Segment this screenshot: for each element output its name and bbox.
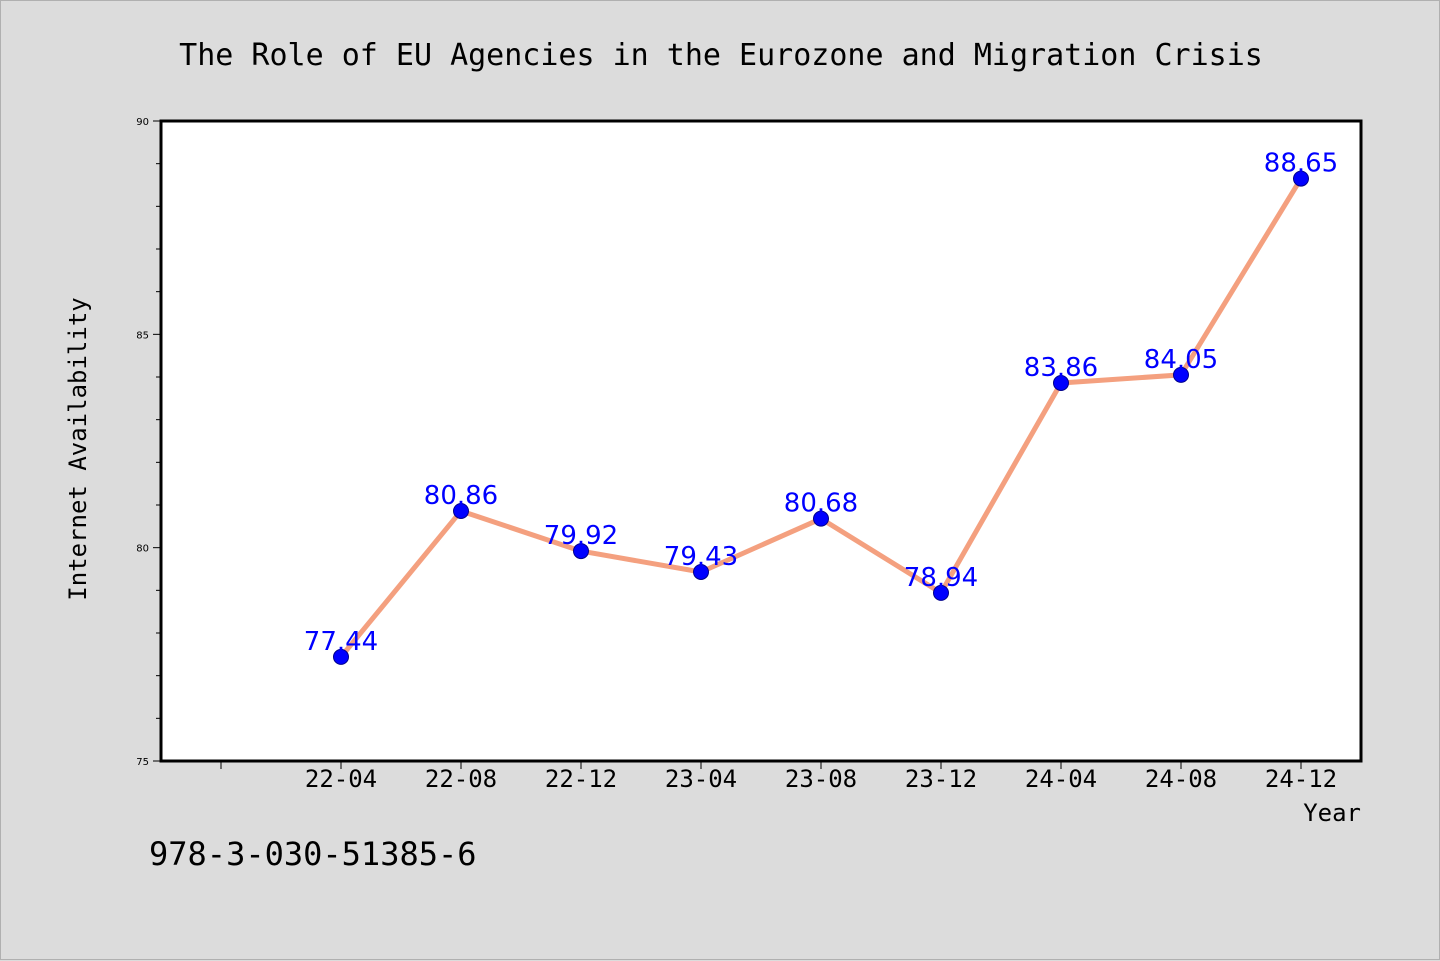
x-tick-label: 24-04 bbox=[1025, 765, 1097, 793]
y-axis-ticks: 75 80 85 90 bbox=[136, 117, 161, 768]
data-labels: 77.44 80.86 79.92 79.43 80.68 78.94 83.86 84.05… bbox=[304, 149, 1338, 657]
x-tick-label: 23-04 bbox=[665, 765, 737, 793]
data-point bbox=[573, 543, 589, 560]
data-point bbox=[693, 563, 709, 580]
x-tick-label: 22-12 bbox=[545, 765, 617, 793]
footnote-isbn: 978-3-030-51385-6 bbox=[149, 835, 477, 873]
data-point bbox=[453, 502, 469, 519]
data-label: 83.86 bbox=[1024, 353, 1098, 383]
data-label: 80.86 bbox=[424, 481, 498, 511]
x-axis-label: Year bbox=[1303, 799, 1361, 827]
data-point bbox=[1293, 170, 1309, 187]
chart-title: The Role of EU Agencies in the Eurozone … bbox=[179, 38, 1263, 73]
y-tick-label: 90 bbox=[136, 117, 149, 128]
data-label: 84.05 bbox=[1144, 345, 1218, 375]
y-tick-label: 80 bbox=[136, 544, 149, 555]
y-axis-label: Internet Availability bbox=[64, 297, 92, 600]
x-tick-label: 24-12 bbox=[1265, 765, 1337, 793]
x-tick-label: 22-08 bbox=[425, 765, 497, 793]
x-tick-label: 22-04 bbox=[305, 765, 377, 793]
data-point bbox=[1053, 374, 1069, 391]
data-label: 79.92 bbox=[544, 521, 618, 551]
data-point bbox=[333, 648, 349, 665]
data-label: 79.43 bbox=[664, 542, 738, 572]
data-point bbox=[1173, 366, 1189, 383]
y-tick-label: 75 bbox=[136, 757, 149, 768]
data-label: 80.68 bbox=[784, 489, 858, 519]
x-tick-label: 23-08 bbox=[785, 765, 857, 793]
x-tick-label: 24-08 bbox=[1145, 765, 1217, 793]
data-label: 77.44 bbox=[304, 627, 378, 657]
plot-area bbox=[159, 119, 1363, 763]
y-tick-label: 85 bbox=[136, 330, 149, 341]
data-point bbox=[813, 510, 829, 527]
series-markers bbox=[333, 170, 1309, 665]
x-tick-label: 23-12 bbox=[905, 765, 977, 793]
x-axis-ticks: 22-04 22-08 22-12 23-04 23-08 23-12 24-04 24-08… bbox=[220, 761, 1337, 793]
data-label: 78.94 bbox=[904, 563, 978, 593]
data-label: 88.65 bbox=[1264, 149, 1338, 179]
data-point bbox=[933, 584, 949, 601]
